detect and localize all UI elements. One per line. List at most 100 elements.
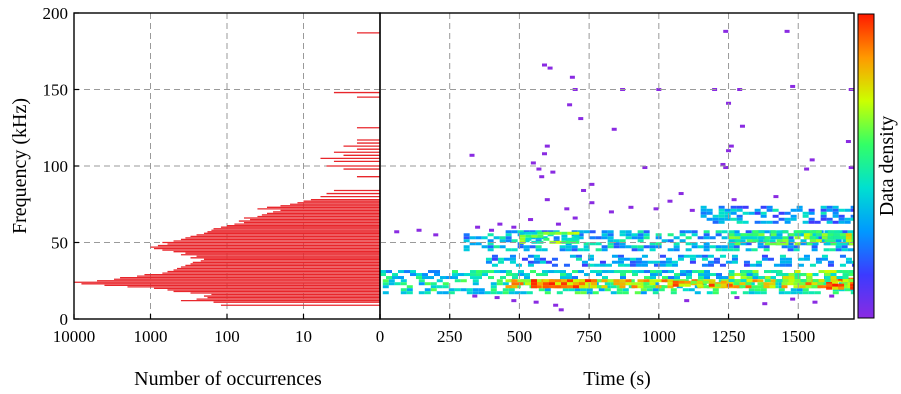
heatmap-cell [794, 270, 801, 274]
heatmap-outlier [433, 233, 439, 237]
heatmap-cell [652, 282, 659, 286]
heatmap-cell [808, 211, 815, 215]
heatmap-cell [650, 276, 656, 280]
heatmap-cell [714, 283, 721, 287]
heatmap-cell [521, 257, 528, 261]
heatmap-cell [595, 285, 602, 289]
heatmap-cell [733, 285, 740, 289]
x-tick-label: 1000 [134, 327, 168, 346]
heatmap-cell [607, 233, 614, 237]
heatmap-cell [757, 245, 764, 249]
heatmap-cell [620, 270, 626, 274]
heatmap-cell [650, 270, 656, 274]
heatmap-cell [617, 263, 624, 267]
heatmap-cell [754, 220, 761, 224]
heatmap-cell [824, 270, 831, 274]
heatmap-cell [715, 282, 722, 286]
heatmap-cell [845, 260, 852, 264]
heatmap-cell [422, 273, 428, 277]
heatmap-cell [835, 248, 842, 252]
heatmap-cell [719, 254, 726, 258]
heatmap-cell [436, 285, 443, 289]
heatmap-outlier [611, 127, 617, 131]
heatmap-cell [743, 260, 750, 264]
heatmap-cell [815, 239, 822, 243]
heatmap-cell [592, 291, 599, 295]
histogram-x-axis-label: Number of occurrences [134, 368, 322, 390]
heatmap-cell [784, 220, 791, 224]
heatmap-cell [838, 208, 845, 212]
heatmap-cell [770, 276, 776, 280]
heatmap-cell [760, 214, 767, 218]
heatmap-cell [567, 231, 574, 235]
heatmap-outlier [723, 29, 729, 33]
heatmap-cell [691, 233, 698, 237]
heatmap-cell [536, 282, 543, 286]
heatmap-cell [418, 279, 425, 283]
heatmap-cell [734, 239, 741, 243]
heatmap-cell [644, 276, 650, 280]
heatmap-cell [641, 254, 648, 258]
heatmap-cell [760, 211, 767, 215]
heatmap-cell [631, 248, 638, 252]
heatmap-cell [566, 282, 573, 286]
heatmap-cell [851, 260, 854, 264]
heatmap-cell [622, 288, 629, 292]
heatmap-cell [728, 236, 735, 240]
heatmap-cell [656, 270, 662, 274]
heatmap-cell [631, 282, 638, 286]
heatmap-cell [578, 279, 585, 283]
heatmap-cell [708, 280, 715, 284]
heatmap-cell [629, 263, 636, 267]
heatmap-cell [787, 245, 794, 249]
heatmap-cell [524, 273, 530, 277]
heatmap-cell [740, 279, 747, 283]
heatmap-cell [572, 285, 579, 289]
heatmap-cell [490, 288, 497, 292]
heatmap-cell [701, 263, 708, 267]
heatmap-cell [838, 217, 845, 221]
heatmap-cell [847, 248, 854, 252]
heatmap-cell [517, 230, 524, 234]
heatmap-cell [773, 263, 780, 267]
heatmap-cell [649, 279, 656, 283]
heatmap-cell [491, 254, 498, 258]
heatmap-cell [568, 288, 575, 292]
heatmap-cell [625, 279, 632, 283]
heatmap-cell [686, 273, 692, 277]
heatmap-cell [566, 276, 572, 280]
heatmap-cell [386, 270, 392, 274]
heatmap-cell [559, 248, 566, 252]
heatmap-cell [700, 208, 707, 212]
heatmap-cell [850, 280, 854, 284]
heatmap-cell [832, 214, 839, 218]
heatmap-cell [472, 279, 479, 283]
heatmap-cell [440, 276, 446, 280]
heatmap-outlier [608, 210, 614, 214]
heatmap-cell [707, 260, 714, 264]
heatmap-cell [706, 217, 713, 221]
heatmap-cell [543, 237, 550, 241]
heatmap-outlier [784, 29, 790, 33]
heatmap-cell [842, 276, 849, 280]
heatmap-cell [806, 242, 813, 246]
heatmap-cell [584, 279, 591, 283]
heatmap-cell [607, 239, 614, 243]
heatmap-cell [772, 220, 779, 224]
heatmap-cell [715, 230, 722, 234]
heatmap-cell [682, 288, 689, 292]
heatmap-cell [619, 282, 626, 286]
heatmap-cell [679, 230, 686, 234]
heatmap-cell [482, 270, 488, 274]
heatmap-cell [555, 231, 562, 235]
heatmap-cell [772, 208, 779, 212]
heatmap-cell [709, 279, 716, 283]
y-axis-label: Frequency (kHz) [9, 98, 31, 234]
heatmap-cell [815, 260, 822, 264]
heatmap-cell [838, 283, 845, 287]
heatmap-cell [689, 257, 696, 261]
x-tick-label: 1250 [712, 327, 746, 346]
heatmap-cell [824, 242, 831, 246]
heatmap-cell [745, 285, 752, 289]
heatmap-cell [841, 242, 848, 246]
